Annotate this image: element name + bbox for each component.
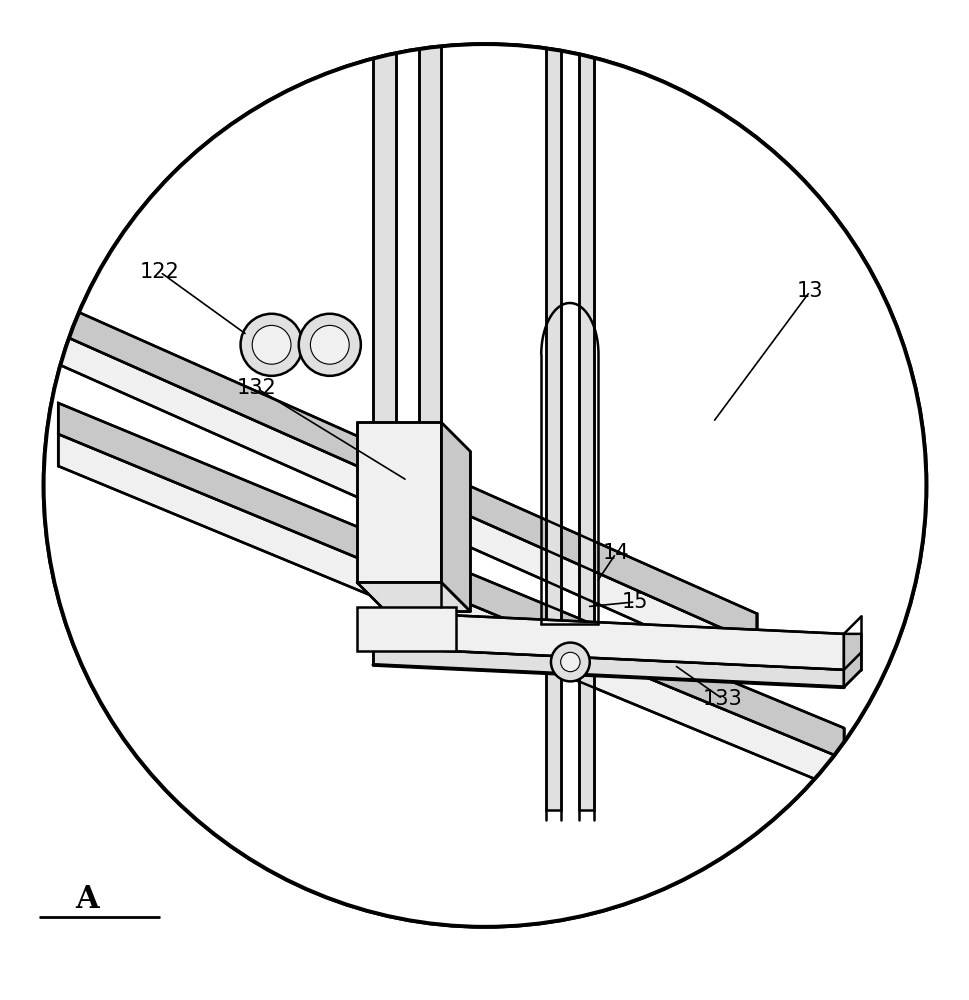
Circle shape	[44, 44, 925, 927]
Circle shape	[298, 314, 360, 376]
Polygon shape	[546, 44, 560, 810]
Text: 13: 13	[796, 281, 823, 301]
Polygon shape	[357, 422, 441, 582]
Text: 122: 122	[141, 262, 179, 282]
Polygon shape	[373, 44, 395, 519]
Polygon shape	[578, 44, 593, 810]
Polygon shape	[58, 434, 843, 791]
Polygon shape	[843, 634, 860, 687]
Circle shape	[560, 652, 579, 672]
Polygon shape	[357, 582, 470, 612]
Polygon shape	[441, 422, 470, 612]
Text: 14: 14	[602, 543, 629, 563]
Text: 15: 15	[621, 592, 648, 612]
Polygon shape	[419, 44, 441, 519]
Polygon shape	[357, 607, 455, 651]
Circle shape	[44, 44, 925, 927]
Polygon shape	[58, 303, 756, 644]
Polygon shape	[58, 403, 843, 759]
Polygon shape	[373, 647, 843, 687]
Text: 133: 133	[703, 689, 741, 709]
Text: A: A	[76, 884, 99, 915]
Circle shape	[240, 314, 302, 376]
Polygon shape	[58, 333, 756, 675]
Circle shape	[550, 643, 589, 681]
Polygon shape	[373, 612, 843, 670]
Text: 132: 132	[237, 378, 276, 398]
Circle shape	[252, 325, 291, 364]
Circle shape	[310, 325, 349, 364]
